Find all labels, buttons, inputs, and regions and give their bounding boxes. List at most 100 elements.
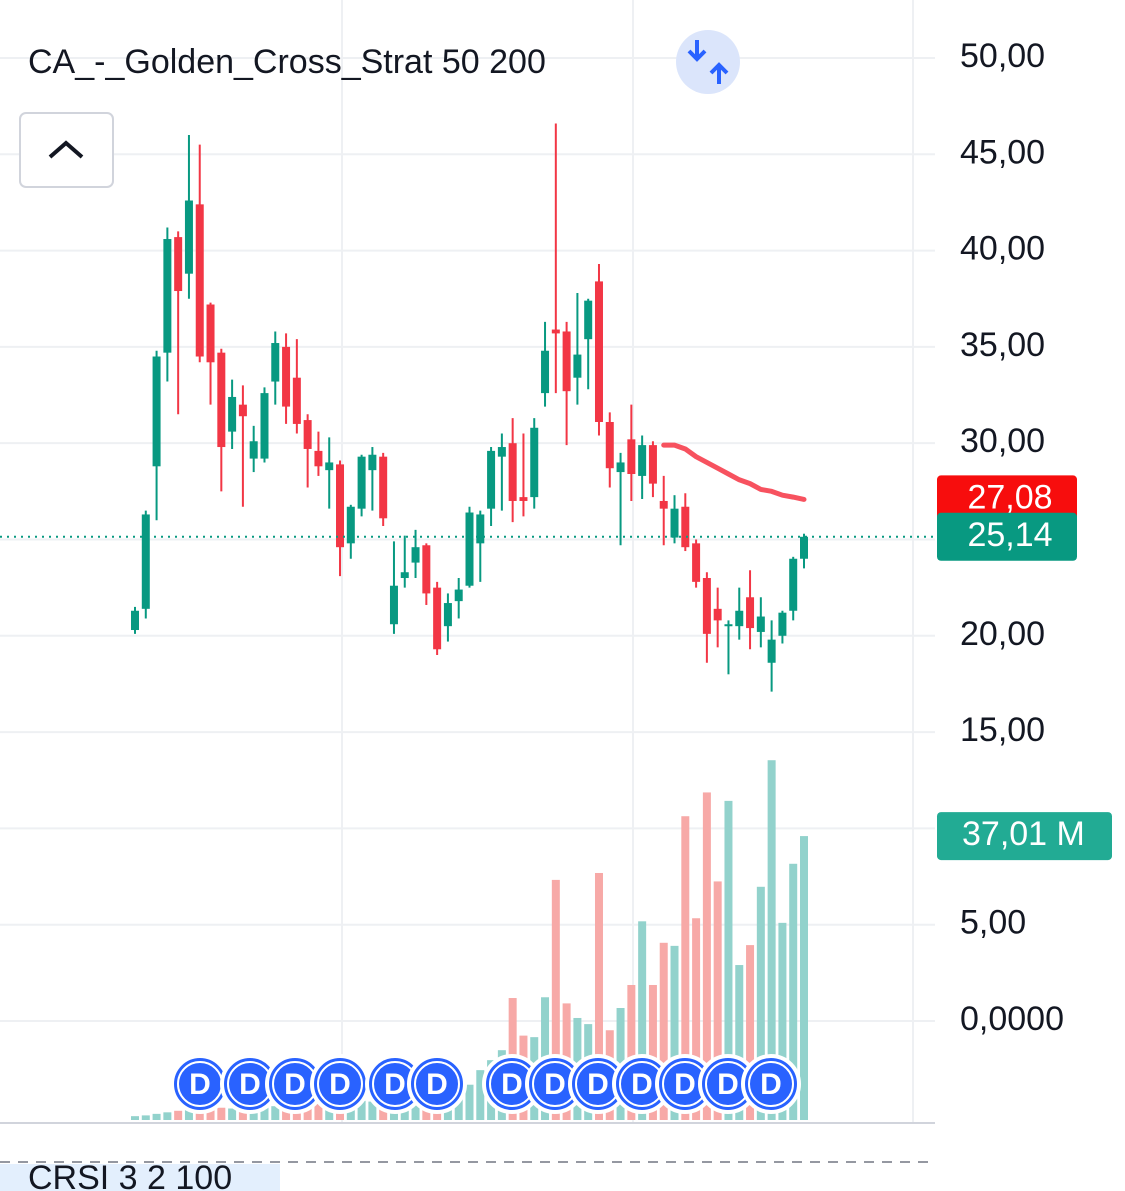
candle-body <box>551 329 560 334</box>
volume-bar <box>163 1112 172 1120</box>
volume-bar <box>594 872 603 1120</box>
candle-body <box>778 612 787 636</box>
candle-body <box>616 462 625 473</box>
candle-body <box>508 443 517 501</box>
candle-body <box>217 352 226 448</box>
volume-bar <box>724 800 733 1120</box>
candle-body <box>594 281 603 422</box>
dividend-label: D <box>284 1068 306 1101</box>
volume-label: 37,01 M <box>962 815 1085 853</box>
candle-body <box>659 500 668 509</box>
volume-bar <box>174 1110 183 1120</box>
volume-bar <box>411 1099 420 1120</box>
volume-bar <box>249 1107 258 1120</box>
last-price-box <box>937 512 1077 561</box>
volume-bar <box>746 945 755 1120</box>
candle-body <box>487 450 496 509</box>
volume-bar <box>368 1101 377 1120</box>
candle-body <box>541 350 550 394</box>
candle-body <box>184 200 193 274</box>
candle-body <box>638 445 647 476</box>
dividend-ring <box>317 1061 363 1107</box>
candle-body <box>260 393 269 459</box>
candle-body <box>756 616 765 632</box>
candle-body <box>454 589 463 602</box>
candle-body <box>238 404 247 417</box>
volume-bar <box>702 792 711 1120</box>
volume-box <box>937 812 1112 861</box>
volume-bar <box>681 816 690 1120</box>
candle-body <box>702 578 711 634</box>
candle-body <box>411 547 420 563</box>
volume-bar <box>184 1110 193 1120</box>
candle-body <box>357 456 366 509</box>
dividend-marker <box>741 1054 801 1114</box>
y-tick-label: 5,00 <box>960 904 1026 942</box>
candle-body <box>422 545 431 594</box>
candle-body <box>206 304 215 363</box>
candle-body <box>519 497 528 501</box>
volume-bar <box>648 984 657 1120</box>
dividend-label: D <box>189 1068 211 1101</box>
candle-body <box>627 439 636 475</box>
dividend-label: D <box>717 1068 739 1101</box>
candle-body <box>195 204 204 357</box>
candle-body <box>303 420 312 449</box>
volume-bar <box>195 1109 204 1120</box>
candle-body <box>465 512 474 586</box>
candle-body <box>605 421 614 469</box>
candle-body <box>648 445 657 484</box>
dividend-ring <box>748 1061 794 1107</box>
dividend-label: D <box>501 1068 523 1101</box>
dividend-label: D <box>426 1068 448 1101</box>
candle-body <box>530 427 539 498</box>
candle-body <box>724 624 733 627</box>
candle-body <box>389 585 398 625</box>
candle-body <box>141 514 150 609</box>
candle-body <box>152 356 161 467</box>
volume-bar <box>670 945 679 1120</box>
volume-bar <box>692 918 701 1120</box>
candle-body <box>692 543 701 582</box>
dividend-ring <box>414 1061 460 1107</box>
candle-body <box>562 331 571 392</box>
dividend-label: D <box>544 1068 566 1101</box>
candle-body <box>767 639 776 663</box>
volume-bar <box>152 1113 161 1120</box>
volume-bar <box>638 921 647 1120</box>
candle-body <box>443 603 452 627</box>
volume-bar <box>454 1093 463 1120</box>
ma-line <box>661 442 807 502</box>
indicator-title: CRSI 3 2 100 <box>28 1159 232 1191</box>
y-tick-label: 45,00 <box>960 133 1045 171</box>
candle-body <box>800 536 808 559</box>
collapse-button[interactable] <box>19 112 114 188</box>
y-tick-label: 50,00 <box>960 37 1045 75</box>
dividend-label: D <box>587 1068 609 1101</box>
candle-body <box>670 508 679 538</box>
candle-body <box>433 587 442 650</box>
candle-body <box>400 572 409 579</box>
volume-bar <box>271 1106 280 1120</box>
volume-bar <box>314 1103 323 1120</box>
candle-body <box>336 464 345 548</box>
candle-body <box>497 447 506 457</box>
candle-body <box>713 608 722 621</box>
indicator-bg <box>0 1164 280 1191</box>
compare-button[interactable] <box>676 30 740 94</box>
candle-body <box>292 377 301 424</box>
volume-bar <box>767 760 776 1120</box>
candle-body <box>789 558 798 611</box>
volume-bar <box>800 836 808 1120</box>
candle-body <box>282 346 291 407</box>
dividend-label: D <box>760 1068 782 1101</box>
volume-bar <box>756 886 765 1120</box>
dividend-label: D <box>674 1068 696 1101</box>
candle-body <box>746 597 755 629</box>
last-price-label: 25,14 <box>967 516 1052 554</box>
y-tick-label: 35,00 <box>960 326 1045 364</box>
candle-body <box>131 610 139 631</box>
y-tick-label: 30,00 <box>960 422 1045 460</box>
